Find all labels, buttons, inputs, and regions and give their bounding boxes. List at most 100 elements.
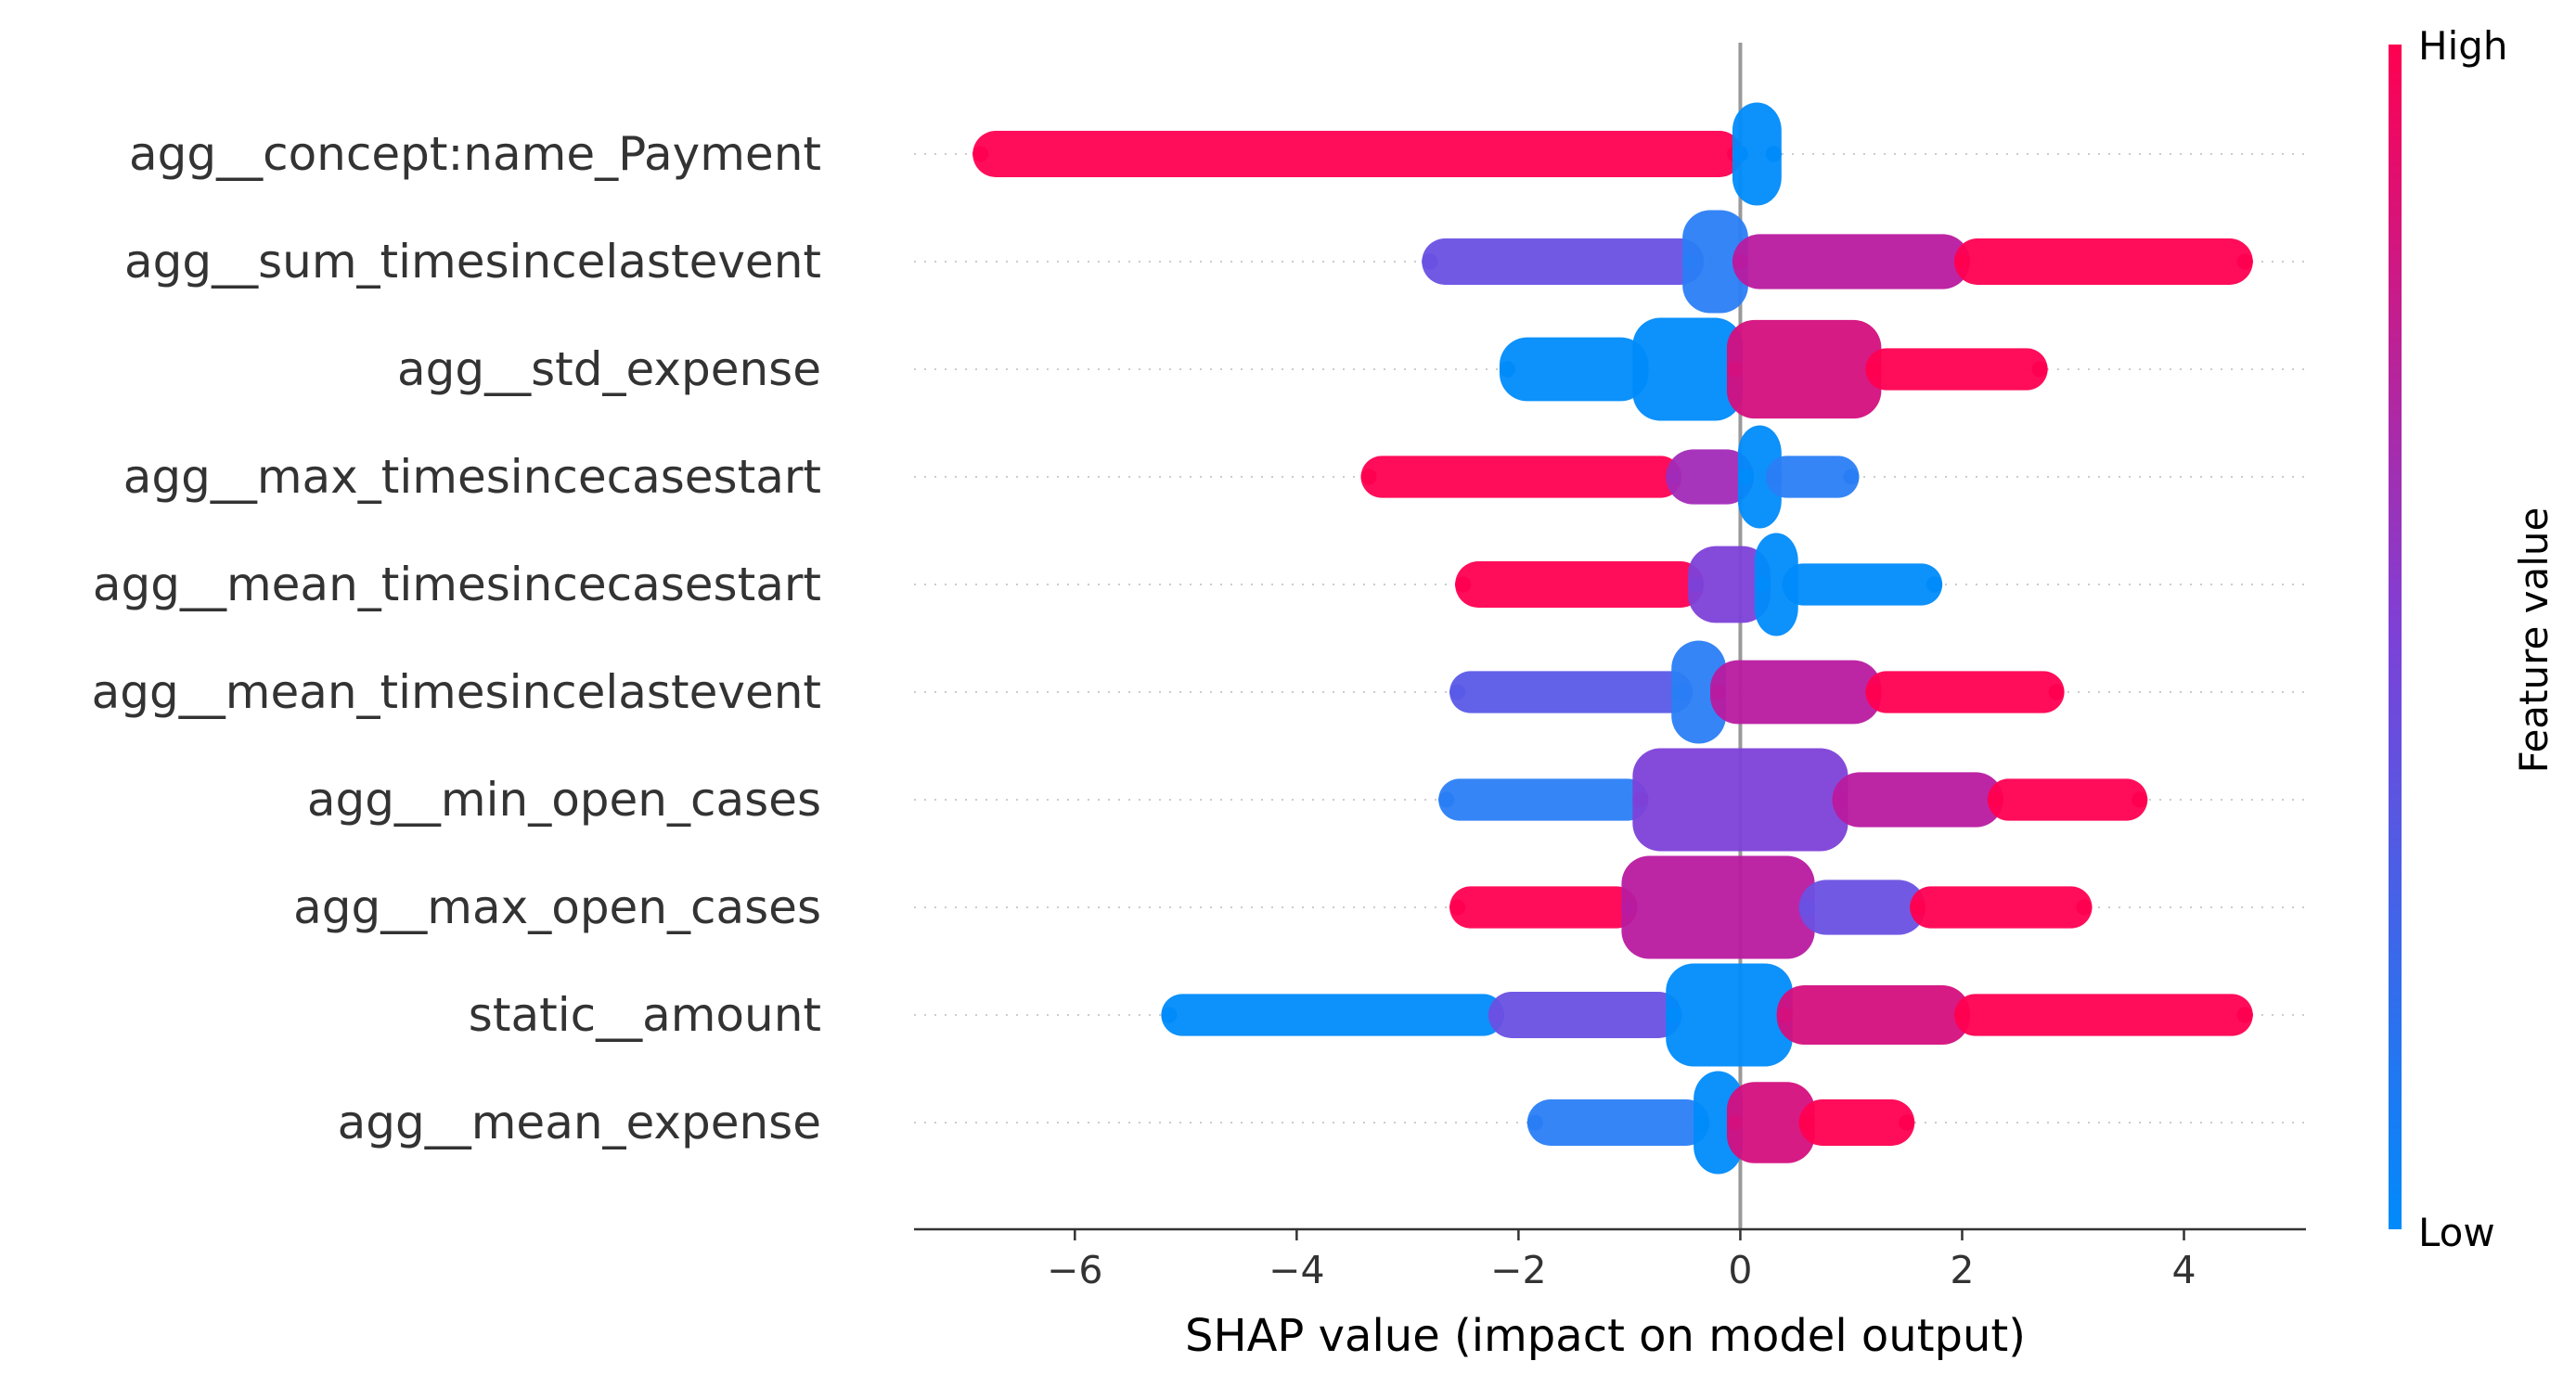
beeswarm-band — [1726, 1082, 1815, 1163]
feature-label: agg__max_timesincecasestart — [123, 450, 821, 504]
beeswarm-point — [1798, 1114, 1815, 1131]
beeswarm-point — [1632, 361, 1649, 378]
x-axis-title: SHAP value (impact on model output) — [1185, 1310, 2026, 1362]
beeswarm-point — [1632, 791, 1649, 808]
beeswarm-segment — [1732, 234, 1970, 289]
feature-row: agg__std_expense — [397, 317, 2306, 421]
beeswarm-band — [1754, 533, 1798, 636]
beeswarm-band — [1360, 456, 1682, 498]
x-tick-label: −4 — [1269, 1248, 1324, 1292]
beeswarm-segment — [1726, 319, 1882, 419]
beeswarm-segment — [1798, 880, 1926, 935]
beeswarm-segment — [1776, 985, 1970, 1045]
beeswarm-segment — [1526, 1099, 1710, 1146]
feature-label: agg__concept:name_Payment — [129, 127, 821, 181]
beeswarm-point — [1953, 253, 1970, 270]
beeswarm-band — [1732, 234, 1970, 289]
beeswarm-point — [1987, 791, 2003, 808]
beeswarm-segment — [972, 131, 1743, 177]
beeswarm-segment — [1910, 886, 2093, 929]
beeswarm-band — [1632, 748, 1848, 852]
x-tick-label: 4 — [2171, 1248, 2196, 1292]
feature-label: static__amount — [469, 988, 821, 1042]
beeswarm-band — [1782, 563, 1943, 606]
beeswarm-segment — [1360, 456, 1682, 498]
beeswarm-min-point — [1422, 253, 1438, 270]
beeswarm-min-point — [1499, 361, 1515, 378]
feature-row: static__amount — [469, 963, 2306, 1067]
beeswarm-point — [1832, 791, 1848, 808]
beeswarm-band — [1832, 772, 2003, 828]
colorbar: High Low Feature value — [2389, 23, 2557, 1255]
beeswarm-point — [1666, 469, 1682, 485]
beeswarm-segment — [1798, 1099, 1915, 1146]
beeswarm-segment — [1161, 994, 1504, 1036]
beeswarm-band — [1682, 210, 1748, 314]
colorbar-low-label: Low — [2418, 1210, 2495, 1255]
beeswarm-band — [1671, 640, 1727, 744]
colorbar-high-label: High — [2418, 23, 2508, 69]
beeswarm-point — [1488, 1007, 1504, 1023]
beeswarm-point — [1621, 899, 1638, 916]
beeswarm-segment — [1438, 778, 1649, 821]
x-tick-label: 0 — [1728, 1248, 1752, 1292]
beeswarm-segment — [1865, 671, 2065, 713]
beeswarm-band — [1161, 994, 1504, 1036]
beeswarm-segment — [1449, 671, 1694, 713]
beeswarm-band — [1726, 319, 1882, 419]
beeswarm-max-point — [2132, 791, 2148, 808]
beeswarm-max-point — [2236, 1007, 2253, 1023]
beeswarm-segment — [1449, 886, 1638, 929]
beeswarm-segment — [1987, 778, 2148, 821]
beeswarm-segment — [1865, 348, 2048, 391]
beeswarm-band — [1865, 671, 2065, 713]
beeswarm-min-point — [1449, 899, 1466, 916]
beeswarm-max-point — [1843, 469, 1860, 485]
beeswarm-band — [1449, 886, 1638, 929]
beeswarm-band — [1438, 778, 1649, 821]
beeswarm-max-point — [2031, 361, 2048, 378]
beeswarm-min-point — [1449, 684, 1466, 700]
beeswarm-point — [1671, 684, 1688, 700]
beeswarm-band — [1987, 778, 2148, 821]
beeswarm-band — [1499, 337, 1649, 402]
beeswarm-segment — [1953, 994, 2253, 1036]
beeswarm-min-point — [1526, 1114, 1543, 1131]
beeswarm-segment — [1953, 238, 2253, 285]
x-tick-label: −6 — [1047, 1248, 1102, 1292]
beeswarm-point — [1953, 1007, 1970, 1023]
beeswarm-min-point — [1438, 791, 1455, 808]
beeswarm-band — [1688, 546, 1771, 623]
beeswarm-band — [972, 131, 1743, 177]
beeswarm-band — [1732, 102, 1782, 206]
feature-row: agg__sum_timesincelastevent — [124, 210, 2306, 314]
beeswarm-band — [1710, 660, 1882, 725]
beeswarm-max-point — [2236, 253, 2253, 270]
feature-row: agg__min_open_cases — [307, 748, 2306, 852]
beeswarm-band — [1765, 456, 1860, 498]
beeswarm-point — [1782, 576, 1798, 593]
beeswarm-band — [1953, 238, 2253, 285]
feature-rows: agg__concept:name_Payment agg__sum_timesi… — [92, 43, 2306, 1229]
beeswarm-band — [1455, 561, 1705, 608]
x-tick-label: 2 — [1950, 1248, 1974, 1292]
beeswarm-band — [1526, 1099, 1710, 1146]
beeswarm-min-point — [972, 146, 989, 162]
beeswarm-point — [1710, 684, 1727, 700]
feature-row: agg__concept:name_Payment — [129, 102, 2306, 206]
colorbar-gradient — [2389, 45, 2402, 1229]
beeswarm-point — [1666, 1007, 1682, 1023]
beeswarm-min-point — [1455, 576, 1472, 593]
feature-label: agg__max_open_cases — [293, 880, 821, 934]
feature-row: agg__mean_expense — [338, 1071, 2306, 1175]
beeswarm-max-point — [2048, 684, 2065, 700]
beeswarm-segment — [1666, 963, 1793, 1067]
x-tick-label: −2 — [1490, 1248, 1546, 1292]
colorbar-title: Feature value — [2511, 507, 2557, 774]
x-axis: −6 −4 −2 0 2 4 — [914, 1227, 2306, 1292]
beeswarm-segment — [1632, 748, 1848, 852]
beeswarm-band — [1422, 238, 1705, 285]
beeswarm-point — [1726, 361, 1743, 378]
